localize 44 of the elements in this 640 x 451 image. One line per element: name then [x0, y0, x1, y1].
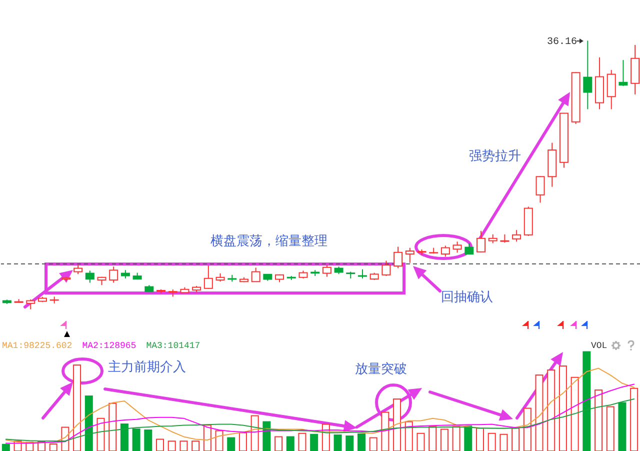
- bar: [227, 437, 236, 451]
- candlestick: [464, 242, 474, 255]
- candlestick: [440, 245, 450, 258]
- annotation: 横盘震荡，缩量整理: [210, 234, 328, 249]
- bar: [334, 434, 342, 451]
- text: MA3:101417: [146, 341, 200, 351]
- candlestick: [512, 230, 522, 242]
- bar: [120, 423, 128, 451]
- bar: [132, 428, 140, 451]
- candlestick: [405, 247, 414, 264]
- bar: [286, 436, 294, 451]
- candlestick: [358, 268, 367, 279]
- bar: [582, 351, 591, 451]
- chart-title: VOL: [591, 341, 608, 351]
- candlestick: [536, 176, 545, 204]
- candlestick: [476, 230, 486, 253]
- bar: [2, 444, 10, 451]
- annotation: 放量突破: [355, 362, 407, 377]
- bar: [346, 436, 354, 451]
- candlestick: [382, 260, 391, 276]
- bar: [310, 434, 318, 451]
- candlestick: [85, 270, 94, 284]
- candlestick: [452, 241, 462, 254]
- candlestick: [618, 60, 628, 87]
- candlestick: [204, 265, 213, 290]
- text: MA1:98225.602: [2, 341, 72, 351]
- bar: [84, 395, 93, 451]
- candlestick: [109, 266, 118, 284]
- annotation: 主力前期介入: [108, 359, 186, 375]
- bar: [262, 421, 271, 451]
- bar: [357, 434, 366, 451]
- text: MA2:128965: [82, 341, 136, 351]
- bar: [144, 430, 152, 451]
- bar: [618, 402, 626, 451]
- candlestick: [26, 298, 36, 310]
- candlestick: [322, 264, 332, 278]
- bar: [464, 425, 472, 451]
- candlestick: [394, 246, 403, 269]
- candlestick: [606, 69, 616, 110]
- annotation: 强势拉升: [469, 149, 521, 164]
- candlestick: [251, 267, 260, 282]
- annotation: 回抽确认: [441, 290, 493, 305]
- candlestick: [74, 264, 83, 275]
- annotation: 36.16: [546, 37, 577, 48]
